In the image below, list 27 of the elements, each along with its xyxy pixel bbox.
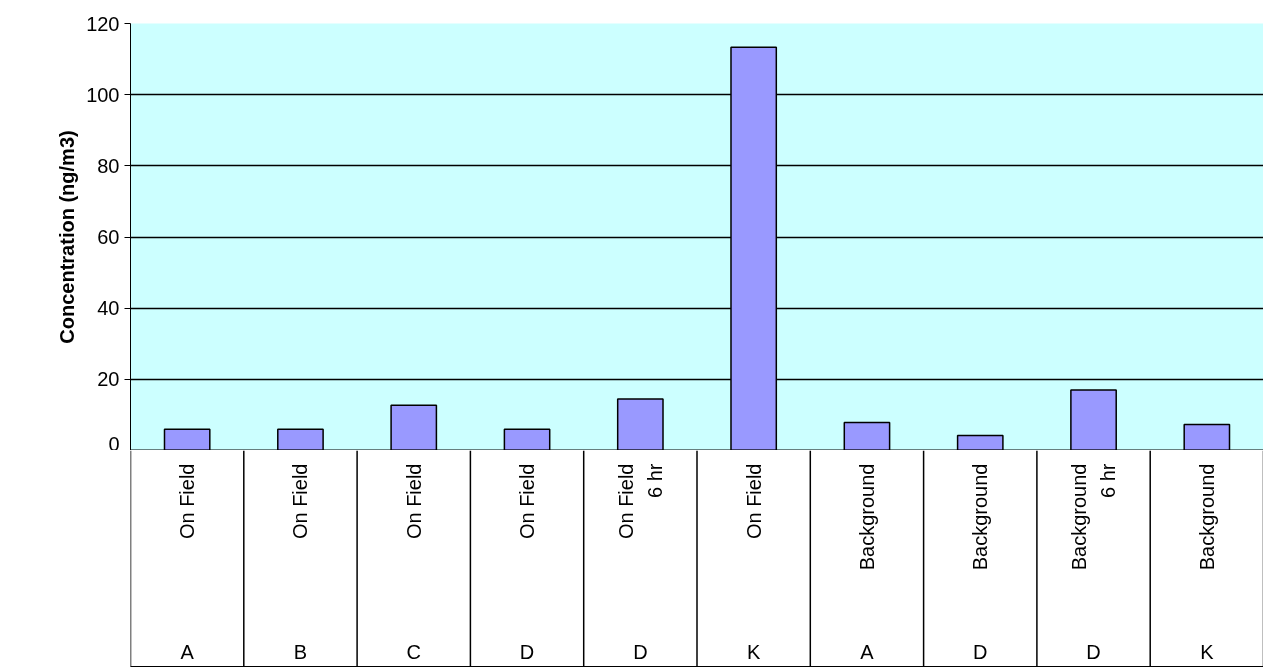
bar: [277, 428, 324, 450]
category-label: Background K: [1195, 463, 1218, 664]
category-label: On Field D: [516, 463, 539, 664]
bar: [503, 428, 551, 450]
y-tick-label: 20: [97, 368, 120, 391]
y-tick-label: 120: [86, 12, 120, 35]
category-label: On Field 6 hr D: [615, 463, 666, 664]
bar: [956, 434, 1004, 450]
y-tick-label: 80: [97, 154, 120, 177]
y-tick-label: 60: [97, 226, 120, 248]
category-label: Background A: [855, 463, 878, 664]
bar: [616, 398, 664, 450]
category-label: On Field A: [176, 463, 199, 664]
bar: [1070, 389, 1117, 450]
y-tick-label: 100: [86, 83, 120, 106]
category-label: Background 6 hr D: [1068, 463, 1119, 664]
y-tick-label: 40: [97, 297, 120, 320]
y-axis-title: Concentration (ng/m3): [56, 130, 79, 344]
category-label: Background D: [969, 463, 992, 664]
category-label: On Field B: [289, 463, 312, 664]
bar: [163, 428, 211, 450]
category-label: On Field C: [402, 463, 425, 664]
bar: [390, 404, 438, 450]
y-tick-label: 0: [108, 432, 120, 455]
bar: [1183, 423, 1231, 450]
category-label: On Field K: [742, 463, 765, 664]
bar: [843, 421, 891, 450]
